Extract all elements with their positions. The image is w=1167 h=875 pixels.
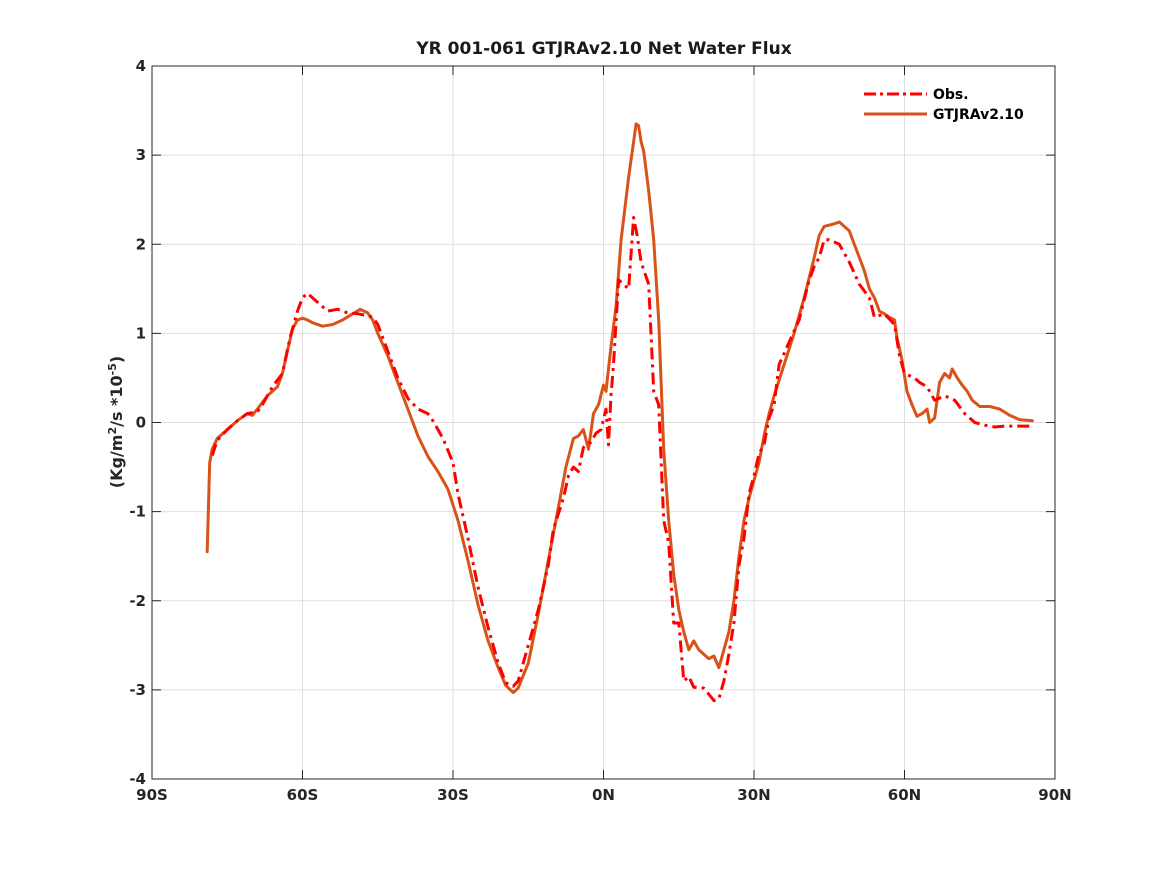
legend-label-obs: Obs. bbox=[933, 87, 969, 103]
y-tick-label: 1 bbox=[136, 324, 146, 342]
legend-label-gtjra: GTJRAv2.10 bbox=[933, 107, 1024, 123]
series-line-obs bbox=[210, 216, 1033, 703]
x-tick-label: 30S bbox=[437, 786, 469, 804]
legend: Obs. GTJRAv2.10 bbox=[864, 87, 1024, 123]
series-layer bbox=[205, 122, 1034, 703]
y-tick-label: -3 bbox=[129, 681, 146, 699]
x-tick-label: 90S bbox=[136, 786, 168, 804]
tick-marks bbox=[151, 65, 1056, 780]
y-tick-label: 2 bbox=[136, 235, 146, 253]
y-axis-label-sup-1: 2 bbox=[106, 427, 119, 435]
y-axis-label-sup-2: -5 bbox=[106, 363, 119, 375]
x-tick-label: 60N bbox=[888, 786, 921, 804]
y-tick-label: -2 bbox=[129, 592, 146, 610]
y-tick-labels: 4 3 2 1 0 -1 -2 -3 -4 bbox=[129, 57, 146, 788]
x-tick-label: 30N bbox=[737, 786, 770, 804]
x-tick-label: 90N bbox=[1038, 786, 1071, 804]
y-tick-label: -1 bbox=[129, 503, 146, 521]
x-tick-label: 0N bbox=[592, 786, 615, 804]
x-tick-label: 60S bbox=[287, 786, 319, 804]
y-axis-label: (Kg/m2/s *10-5) bbox=[106, 356, 126, 488]
y-axis-label-part-1: (Kg/m bbox=[107, 435, 126, 489]
y-axis-label-part-3: ) bbox=[107, 356, 126, 363]
chart-title: YR 001-061 GTJRAv2.10 Net Water Flux bbox=[415, 39, 791, 59]
y-tick-label: 3 bbox=[136, 146, 146, 164]
x-tick-labels: 90S 60S 30S 0N 30N 60N 90N bbox=[136, 786, 1072, 804]
y-tick-label: 4 bbox=[136, 57, 146, 75]
y-tick-label: -4 bbox=[129, 770, 146, 788]
y-axis-label-part-2: /s *10 bbox=[107, 375, 126, 427]
y-tick-label: 0 bbox=[136, 414, 146, 432]
